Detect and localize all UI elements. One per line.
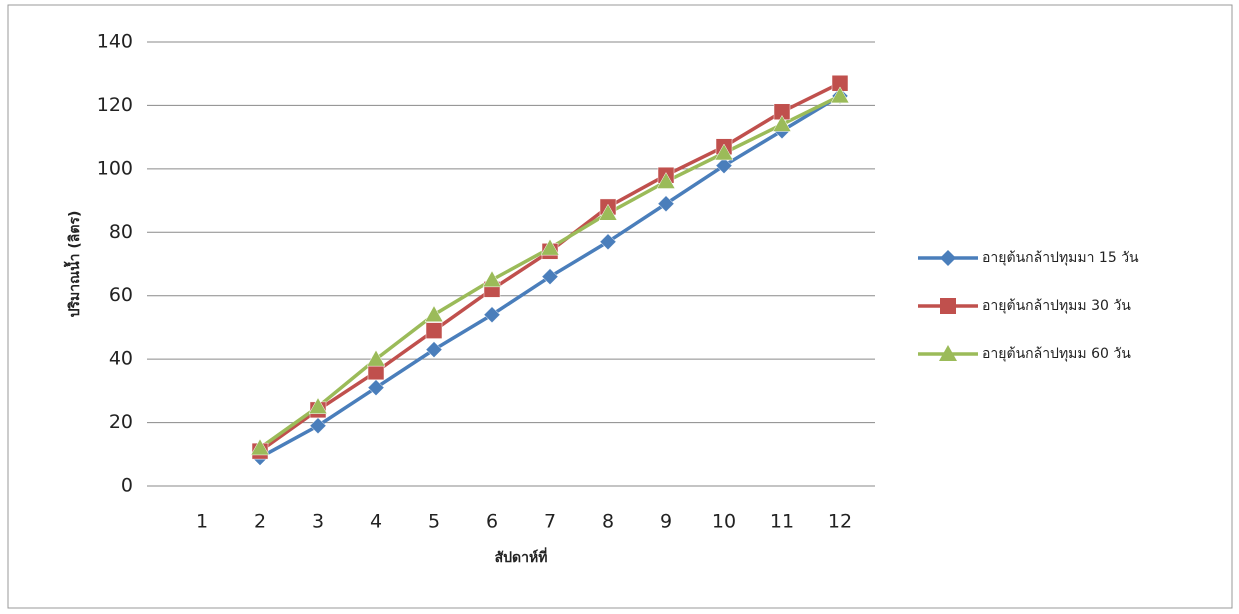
marker bbox=[541, 268, 559, 286]
marker bbox=[656, 172, 676, 189]
x-tick-label: 10 bbox=[712, 511, 736, 533]
marker bbox=[598, 203, 618, 221]
marker bbox=[424, 305, 444, 322]
y-tick-label: 60 bbox=[109, 284, 133, 306]
x-tick-label: 6 bbox=[486, 511, 498, 533]
legend-marker bbox=[939, 345, 957, 361]
marker bbox=[714, 143, 734, 161]
y-tick-label: 80 bbox=[109, 221, 133, 243]
marker bbox=[830, 86, 850, 104]
y-axis-label: ปริมาณน้ำ (ลิตร) bbox=[63, 211, 83, 318]
legend-marker bbox=[940, 298, 956, 314]
legend-label: อายุต้นกล้าปทุมม 30 วัน bbox=[982, 298, 1131, 314]
marker bbox=[657, 195, 675, 213]
x-tick-label: 12 bbox=[828, 511, 852, 533]
marker bbox=[599, 233, 617, 251]
y-tick-label: 100 bbox=[97, 157, 133, 179]
y-tick-label: 40 bbox=[109, 348, 133, 370]
x-tick-label: 7 bbox=[544, 511, 556, 533]
legend-label: อายุต้นกล้าปทุมมา 15 วัน bbox=[982, 250, 1139, 266]
marker bbox=[425, 322, 443, 339]
y-tick-label: 120 bbox=[97, 94, 133, 116]
x-tick-label: 2 bbox=[254, 511, 266, 533]
marker bbox=[425, 341, 443, 358]
marker bbox=[366, 349, 386, 367]
marker bbox=[540, 238, 560, 256]
y-tick-label: 0 bbox=[121, 475, 133, 497]
marker bbox=[715, 157, 733, 175]
x-tick-label: 1 bbox=[196, 511, 208, 533]
marker bbox=[483, 306, 501, 324]
x-tick-label: 9 bbox=[660, 511, 672, 533]
marker bbox=[309, 417, 327, 435]
marker bbox=[367, 379, 385, 397]
marker bbox=[482, 270, 502, 288]
x-axis-label: สัปดาห์ที่ bbox=[495, 547, 548, 566]
y-tick-label: 140 bbox=[97, 31, 133, 53]
x-tick-label: 11 bbox=[770, 511, 794, 533]
x-tick-label: 4 bbox=[370, 511, 382, 533]
marker bbox=[308, 397, 328, 414]
x-tick-label: 5 bbox=[428, 511, 440, 533]
legend-label: อายุต้นกล้าปทุมม 60 วัน bbox=[982, 346, 1131, 362]
marker bbox=[772, 114, 792, 132]
y-tick-label: 20 bbox=[109, 411, 133, 433]
x-tick-label: 8 bbox=[602, 511, 614, 533]
x-tick-label: 3 bbox=[312, 511, 324, 533]
legend-marker bbox=[940, 250, 956, 266]
marker bbox=[250, 438, 270, 456]
